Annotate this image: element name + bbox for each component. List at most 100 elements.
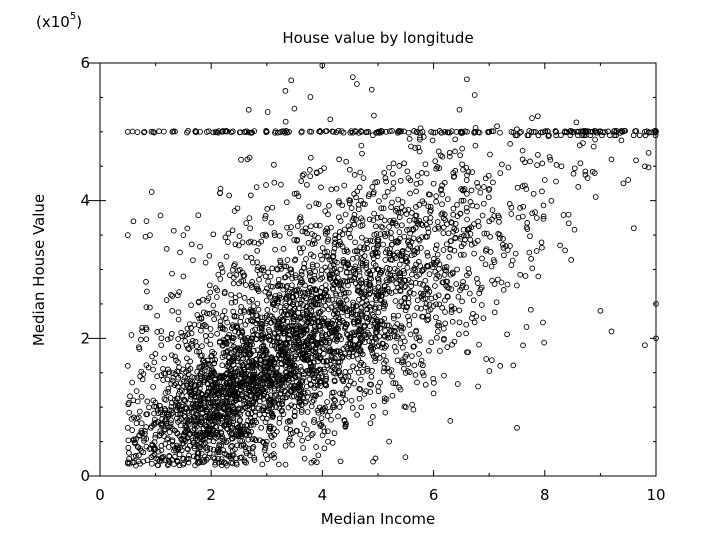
data-point [404, 368, 411, 374]
data-point [307, 154, 314, 161]
data-point [222, 234, 229, 241]
data-point [341, 418, 348, 424]
data-point [349, 74, 356, 80]
data-point [195, 443, 202, 449]
data-point [243, 421, 250, 428]
data-point [412, 145, 419, 151]
data-point [219, 128, 226, 135]
data-point [611, 132, 618, 139]
data-point [392, 238, 399, 245]
data-point [212, 461, 218, 468]
data-point [445, 285, 452, 291]
data-point [315, 452, 322, 459]
data-point [327, 271, 333, 278]
data-point [366, 268, 372, 275]
data-point [435, 292, 442, 299]
data-point [363, 259, 370, 266]
data-point [229, 128, 236, 135]
data-point [422, 381, 429, 388]
data-point [453, 281, 460, 287]
data-point [335, 241, 342, 248]
data-point [238, 303, 245, 310]
data-point [407, 331, 414, 338]
data-point [386, 164, 392, 171]
data-point [284, 418, 291, 425]
data-point [403, 254, 410, 260]
data-point [340, 277, 347, 284]
data-point [385, 334, 391, 341]
data-point [383, 129, 389, 135]
data-point [225, 239, 231, 245]
data-point [291, 363, 298, 369]
data-point [201, 359, 208, 366]
data-point [350, 302, 357, 308]
data-point [336, 297, 342, 304]
data-point [263, 349, 270, 355]
data-point [283, 357, 289, 364]
data-point [436, 301, 443, 308]
data-point [252, 357, 259, 363]
data-point [225, 230, 232, 237]
data-point [245, 410, 252, 417]
data-point [271, 232, 278, 239]
data-point [229, 391, 236, 397]
x-tick-label: 4 [318, 486, 328, 504]
data-point [397, 324, 404, 331]
data-point [417, 280, 423, 287]
data-point [336, 319, 343, 326]
data-point [180, 455, 186, 462]
data-point [125, 444, 132, 451]
data-point [414, 304, 420, 311]
data-point [371, 231, 378, 238]
data-point [471, 221, 477, 227]
data-point [204, 129, 210, 135]
data-point [174, 383, 181, 390]
data-point [168, 291, 174, 298]
data-point [642, 128, 648, 135]
data-point [361, 253, 368, 259]
data-point [164, 436, 170, 443]
data-point [454, 201, 460, 208]
data-point [344, 259, 351, 266]
data-point [497, 129, 503, 136]
data-point [287, 332, 293, 339]
data-point [138, 427, 145, 434]
data-point [233, 395, 239, 402]
data-point [263, 320, 269, 327]
data-point [343, 158, 350, 165]
y-tick-label: 6 [80, 54, 90, 72]
data-point [283, 263, 289, 270]
data-point [613, 132, 619, 139]
data-point [229, 443, 235, 449]
data-point [249, 436, 256, 442]
data-point [184, 325, 191, 332]
data-point [164, 336, 171, 343]
data-point [380, 241, 386, 248]
data-point [505, 164, 512, 171]
data-point [245, 371, 252, 378]
data-point [175, 336, 181, 342]
data-point [258, 424, 265, 431]
data-point [245, 106, 252, 113]
data-point [306, 267, 313, 274]
data-point [167, 423, 174, 430]
data-point [321, 366, 327, 373]
data-point [265, 428, 272, 435]
data-point [251, 239, 258, 246]
data-point [205, 361, 212, 367]
data-point [189, 379, 196, 386]
data-point [324, 238, 331, 245]
data-point [398, 210, 404, 216]
data-point [284, 290, 291, 297]
data-point [158, 372, 165, 378]
data-point [226, 387, 233, 394]
data-point [262, 441, 269, 448]
data-point [126, 450, 132, 456]
data-point [169, 370, 176, 376]
data-point [436, 266, 442, 272]
data-point [269, 283, 276, 290]
data-point [429, 137, 436, 144]
data-point [249, 358, 256, 364]
data-point [269, 412, 275, 418]
data-point [405, 175, 412, 181]
